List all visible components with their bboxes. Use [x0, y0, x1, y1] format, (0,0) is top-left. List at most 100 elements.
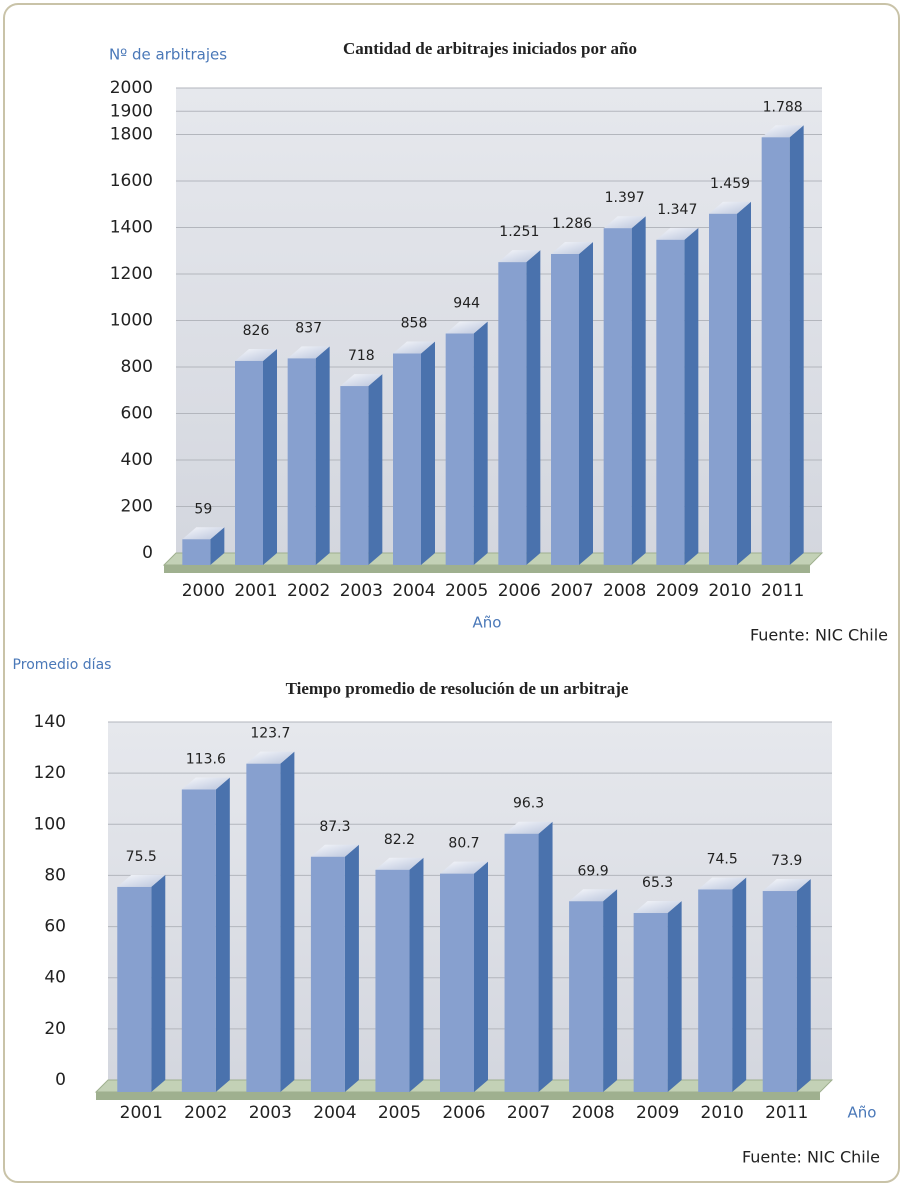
- bar: [310, 856, 345, 1092]
- bar-side: [421, 341, 435, 565]
- y-tick-label: 120: [34, 763, 66, 783]
- y-tick-label: 2000: [110, 78, 153, 98]
- bar-top: [633, 901, 682, 914]
- x-tick-label: 2001: [120, 1103, 163, 1123]
- bar-top: [287, 346, 330, 359]
- bar: [603, 228, 632, 565]
- value-label: 1.347: [657, 202, 697, 218]
- value-label: 80.7: [448, 836, 479, 852]
- bar-side: [344, 844, 359, 1092]
- x-tick-label: 2009: [636, 1103, 679, 1123]
- bar-side: [409, 857, 424, 1092]
- bar-side: [474, 861, 488, 1092]
- bar-side: [210, 527, 225, 565]
- value-label: 59: [194, 501, 212, 517]
- y-tick-label: 0: [55, 1070, 66, 1090]
- x-tick-label: 2006: [498, 581, 541, 601]
- bar-side: [151, 874, 166, 1092]
- x-tick-label: 2007: [507, 1103, 550, 1123]
- bar-top: [656, 227, 699, 240]
- chart-title: Tiempo promedio de resolución de un arbi…: [286, 679, 629, 698]
- x-tick-label: 2000: [182, 581, 225, 601]
- y-tick-label: 40: [44, 968, 66, 988]
- bar-side: [538, 821, 553, 1092]
- bar: [287, 358, 316, 565]
- y-tick-label: 200: [121, 497, 153, 517]
- bar-side: [603, 889, 618, 1092]
- x-tick-label: 2006: [442, 1103, 485, 1123]
- bar-top: [393, 341, 435, 354]
- bar: [498, 262, 527, 565]
- source: Fuente: NIC Chile: [750, 626, 888, 645]
- bar-top: [181, 777, 230, 790]
- bar: [633, 913, 668, 1092]
- y-tick-label: 140: [34, 712, 66, 732]
- bar-top: [569, 889, 618, 902]
- x-axis-label: Año: [848, 1104, 877, 1122]
- bar-side: [473, 321, 488, 565]
- x-tick-label: 2005: [445, 581, 488, 601]
- bar: [709, 213, 737, 565]
- value-label: 87.3: [319, 819, 350, 835]
- bar: [761, 137, 790, 566]
- bar-side: [215, 777, 230, 1092]
- x-tick-label: 2004: [313, 1103, 356, 1123]
- bar-top: [182, 527, 225, 540]
- bar: [762, 891, 797, 1092]
- bar-top: [445, 321, 488, 334]
- bar: [569, 901, 604, 1092]
- y-tick-label: 0: [142, 543, 153, 563]
- bar-top: [246, 751, 295, 764]
- value-label: 1.788: [763, 99, 803, 115]
- x-tick-label: 2002: [184, 1103, 227, 1123]
- bar: [656, 239, 685, 565]
- x-tick-label: 2005: [378, 1103, 421, 1123]
- bar: [181, 789, 216, 1092]
- bar: [235, 360, 263, 565]
- y-axis-label: Nº de arbitrajes: [109, 46, 227, 64]
- bar-side: [796, 879, 811, 1092]
- bar: [375, 869, 410, 1092]
- bar-top: [117, 874, 166, 887]
- value-label: 837: [295, 320, 322, 336]
- value-label: 1.459: [710, 176, 750, 192]
- bar: [340, 386, 369, 565]
- value-label: 1.286: [552, 216, 592, 232]
- y-tick-label: 100: [34, 814, 66, 834]
- bar-side: [579, 242, 593, 565]
- bar: [393, 353, 421, 565]
- x-tick-label: 2010: [708, 581, 751, 601]
- x-tick-label: 2007: [550, 581, 593, 601]
- y-axis-label: Promedio días: [13, 657, 112, 673]
- x-tick-label: 2002: [287, 581, 330, 601]
- y-tick-label: 1800: [110, 125, 153, 145]
- bar-side: [789, 125, 804, 565]
- value-label: 858: [401, 316, 428, 332]
- bar: [246, 763, 281, 1092]
- source: Fuente: NIC Chile: [742, 1148, 880, 1167]
- x-tick-label: 2008: [571, 1103, 614, 1123]
- bar: [698, 889, 733, 1092]
- bar-side: [263, 348, 277, 565]
- value-label: 113.6: [186, 752, 226, 768]
- bar-side: [315, 346, 330, 565]
- value-label: 718: [348, 348, 375, 364]
- bar-top: [340, 374, 383, 387]
- y-tick-label: 1900: [110, 101, 153, 121]
- y-tick-label: 800: [121, 357, 153, 377]
- bar-side: [667, 901, 682, 1092]
- bar-top: [762, 879, 811, 892]
- bar-top: [698, 877, 747, 890]
- bar-side: [368, 374, 383, 565]
- value-label: 123.7: [250, 726, 290, 742]
- x-tick-label: 2010: [701, 1103, 744, 1123]
- x-tick-label: 2008: [603, 581, 646, 601]
- bar-side: [631, 216, 646, 565]
- y-tick-label: 1400: [110, 218, 153, 238]
- bar: [504, 833, 539, 1092]
- bar: [440, 873, 474, 1092]
- chart-title: Cantidad de arbitrajes iniciados por año: [343, 39, 637, 58]
- bar-top: [375, 857, 424, 870]
- y-tick-label: 20: [44, 1019, 66, 1039]
- bar: [117, 886, 152, 1092]
